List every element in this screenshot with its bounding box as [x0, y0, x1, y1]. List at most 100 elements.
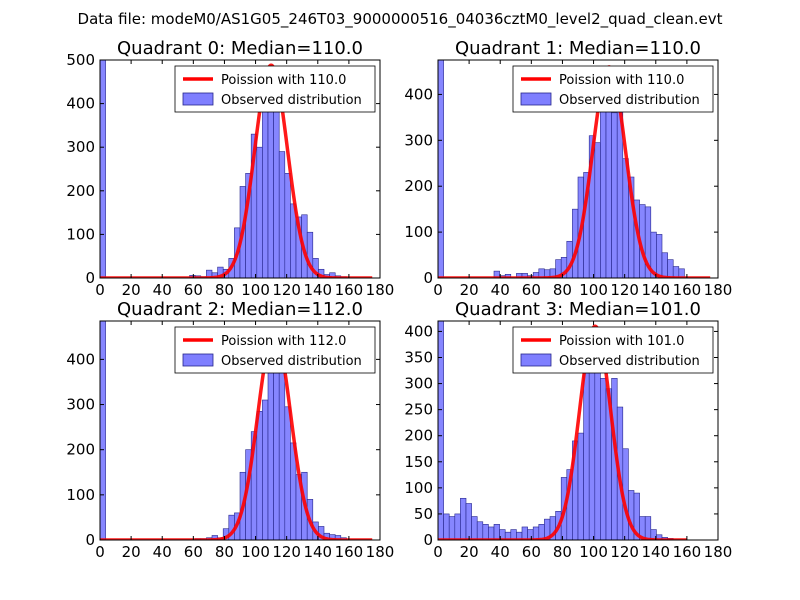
histogram-bar: [600, 378, 607, 540]
y-tick-label: 0: [85, 531, 95, 549]
subplot-title: Quadrant 1: Median=110.0: [455, 38, 701, 59]
x-tick-label: 60: [522, 543, 541, 561]
histogram-bar: [454, 513, 461, 540]
histogram-bar: [476, 521, 484, 540]
subplot-2: Quadrant 2: Median=112.00 20 40 60 80 100 120 1…: [66, 299, 394, 561]
x-tick-label: 100: [241, 281, 270, 299]
legend-label-observed: Observed distribution: [559, 93, 700, 108]
legend-box: [174, 326, 376, 374]
x-tick-label: 40: [153, 543, 172, 561]
x-tick-label: 20: [122, 543, 141, 561]
y-tick-label: 250: [404, 401, 433, 419]
plot-data: [438, 60, 712, 278]
legend-patch-icon: [520, 92, 552, 106]
histogram-bar: [471, 516, 478, 540]
y-tick-label: 400: [404, 85, 433, 103]
x-tick-label: 80: [215, 281, 234, 299]
x-tick-label: 140: [641, 543, 670, 561]
poisson-curve: [438, 65, 712, 278]
y-tick-label: 0: [423, 269, 433, 287]
y-tick-label: 400: [66, 350, 95, 368]
histogram-bar: [267, 94, 274, 278]
legend-label-poisson: Poission with 110.0: [559, 73, 684, 88]
histogram-bar: [644, 516, 652, 540]
x-tick-label: 40: [491, 543, 510, 561]
y-tick-label: 300: [404, 131, 433, 149]
histogram-bar: [656, 234, 663, 278]
x-tick-label: 120: [610, 543, 639, 561]
x-tick-label: 0: [433, 543, 443, 561]
y-tick-label: 200: [404, 427, 433, 445]
legend: Poission with 110.0 Observed distribution: [174, 65, 376, 113]
y-tick-label: 400: [404, 322, 433, 340]
y-tick-label: 500: [66, 51, 95, 69]
y-tick-label: 200: [66, 182, 95, 200]
axes-frame: [437, 59, 719, 279]
x-tick-label: 40: [491, 281, 510, 299]
x-tick-label: 20: [122, 281, 141, 299]
subplot-3: Quadrant 3: Median=101.00 20 40 60 80 100 120 1…: [404, 299, 732, 561]
histogram-bar: [262, 399, 269, 540]
legend-label-observed: Observed distribution: [221, 354, 362, 369]
subplot-0: Quadrant 0: Median=110.00 20 40 60 80 100 120 1…: [66, 38, 394, 299]
legend-label-poisson: Poission with 112.0: [221, 334, 346, 349]
x-tick-label: 180: [366, 543, 395, 561]
y-tick-label: 300: [66, 396, 95, 414]
poisson-curve: [100, 63, 374, 278]
histogram-bar: [465, 503, 472, 540]
histogram-bar: [284, 173, 291, 278]
x-tick-label: 60: [522, 281, 541, 299]
axes-frame: [437, 320, 719, 541]
legend-label-poisson: Poission with 101.0: [559, 334, 684, 349]
x-tick-label: 0: [433, 281, 443, 299]
x-tick-label: 140: [641, 281, 670, 299]
y-tick-label: 400: [66, 95, 95, 113]
histogram-bar: [443, 513, 450, 540]
x-tick-label: 160: [335, 281, 364, 299]
x-tick-label: 80: [215, 543, 234, 561]
histogram-bar: [278, 151, 286, 278]
x-tick-label: 180: [704, 543, 733, 561]
y-tick-label: 300: [66, 138, 95, 156]
x-tick-label: 180: [366, 281, 395, 299]
histogram-bar: [100, 321, 106, 540]
axes-frame: [99, 59, 381, 279]
histogram-bar: [460, 497, 467, 540]
histogram-bar: [611, 112, 618, 278]
figure-title: Data file: modeM0/AS1G05_246T03_90000005…: [78, 10, 723, 29]
poisson-curve: [100, 329, 374, 540]
y-tick-label: 50: [414, 505, 433, 523]
histogram-bar: [273, 109, 280, 278]
histogram-bar: [448, 516, 456, 540]
x-tick-label: 20: [460, 543, 479, 561]
x-tick-label: 100: [579, 281, 608, 299]
x-tick-label: 0: [95, 543, 105, 561]
y-tick-label: 100: [404, 223, 433, 241]
x-tick-label: 120: [272, 543, 301, 561]
histogram-bar: [605, 84, 612, 278]
histogram-bar: [262, 107, 269, 278]
subplot-title: Quadrant 2: Median=112.0: [117, 299, 363, 320]
y-tick-label: 100: [404, 479, 433, 497]
histogram-bar: [583, 372, 590, 540]
legend: Poission with 101.0 Observed distribution: [512, 326, 714, 374]
histogram-bar: [278, 356, 286, 540]
subplot-title: Quadrant 0: Median=110.0: [117, 38, 363, 59]
x-tick-label: 80: [553, 543, 572, 561]
x-tick-label: 20: [460, 281, 479, 299]
plot-data: [100, 60, 374, 278]
histogram-bar: [284, 406, 291, 540]
histogram-bar: [661, 252, 668, 278]
x-tick-label: 100: [579, 543, 608, 561]
subplot-title: Quadrant 3: Median=101.0: [455, 299, 701, 320]
histogram-bar: [488, 526, 495, 540]
y-tick-label: 300: [404, 375, 433, 393]
histogram-bar: [273, 372, 280, 540]
x-tick-label: 0: [95, 281, 105, 299]
histogram-bar: [504, 274, 512, 278]
histogram-bar: [438, 60, 444, 278]
y-tick-label: 100: [66, 486, 95, 504]
y-tick-label: 0: [423, 531, 433, 549]
histogram-bar: [667, 259, 674, 278]
legend-label-poisson: Poission with 110.0: [221, 73, 346, 88]
